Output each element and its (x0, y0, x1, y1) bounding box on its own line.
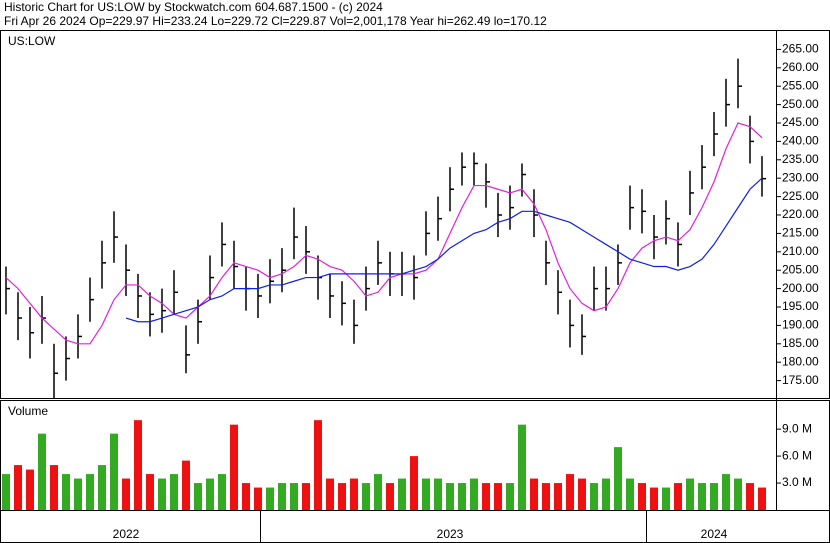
y-tick-label: 255.00 (782, 78, 819, 92)
moving-average (125, 177, 763, 323)
volume-tick-label: 3.0 M (782, 475, 812, 489)
volume-bar (734, 478, 742, 510)
volume-bar (710, 483, 718, 510)
volume-bar (614, 447, 622, 510)
y-tick-label: 235.00 (782, 152, 819, 166)
volume-bar (254, 487, 262, 510)
volume-bar (758, 487, 766, 510)
x-tick-label: 2023 (437, 527, 464, 541)
volume-bar (650, 487, 658, 510)
y-tick-label: 200.00 (782, 281, 819, 295)
volume-bar (278, 483, 286, 510)
volume-bar (242, 483, 250, 510)
volume-bar (134, 420, 142, 510)
volume-bar (326, 478, 334, 510)
y-tick-label: 265.00 (782, 42, 819, 56)
volume-bar (530, 478, 538, 510)
volume-bar (578, 478, 586, 510)
symbol-label: US:LOW (8, 34, 56, 48)
volume-bar (626, 478, 634, 510)
price-panel (0, 30, 830, 399)
volume-bar (422, 478, 430, 510)
volume-bar (86, 474, 94, 510)
volume-bar (314, 420, 322, 510)
volume-bar (662, 487, 670, 510)
volume-bar (62, 474, 70, 510)
volume-bar (362, 483, 370, 510)
volume-bar (554, 483, 562, 510)
volume-bar (194, 483, 202, 510)
volume-bar (542, 483, 550, 510)
volume-bar (290, 483, 298, 510)
volume-bar (266, 487, 274, 510)
y-tick-label: 180.00 (782, 354, 819, 368)
y-tick-label: 250.00 (782, 97, 819, 111)
volume-bar (518, 424, 526, 510)
y-tick-label: 215.00 (782, 226, 819, 240)
y-tick-label: 205.00 (782, 262, 819, 276)
y-tick-label: 245.00 (782, 115, 819, 129)
volume-bar (122, 478, 130, 510)
x-tick-label: 2022 (113, 527, 140, 541)
volume-bar (638, 483, 646, 510)
volume-bar (686, 478, 694, 510)
volume-bar (98, 465, 106, 510)
volume-bar (470, 478, 478, 510)
volume-bar (386, 483, 394, 510)
volume-bar (338, 483, 346, 510)
y-tick-label: 240.00 (782, 134, 819, 148)
volume-bar (566, 474, 574, 510)
y-tick-label: 225.00 (782, 189, 819, 203)
y-tick-label: 220.00 (782, 207, 819, 221)
volume-bar (218, 474, 226, 510)
volume-bar (506, 483, 514, 510)
volume-bar (110, 433, 118, 510)
volume-bar (50, 465, 58, 510)
x-tick-label: 2024 (701, 527, 728, 541)
volume-bar (182, 460, 190, 510)
volume-bar (158, 478, 166, 510)
volume-bar (302, 483, 310, 510)
volume-bar (170, 474, 178, 510)
y-tick-label: 190.00 (782, 318, 819, 332)
y-tick-label: 185.00 (782, 336, 819, 350)
chart-title: Historic Chart for US:LOW by Stockwatch.… (4, 0, 383, 14)
volume-bar (26, 469, 34, 510)
chart-subtitle: Fri Apr 26 2024 Op=229.97 Hi=233.24 Lo=2… (4, 14, 547, 28)
volume-bar (590, 483, 598, 510)
volume-bar (698, 483, 706, 510)
volume-bar (746, 483, 754, 510)
y-tick-label: 175.00 (782, 373, 819, 387)
volume-bar (374, 474, 382, 510)
volume-bar (230, 424, 238, 510)
volume-bar (434, 478, 442, 510)
volume-label: Volume (8, 404, 48, 418)
volume-bar (206, 478, 214, 510)
volume-bar (602, 478, 610, 510)
volume-bar (722, 474, 730, 510)
volume-tick-label: 6.0 M (782, 448, 812, 462)
volume-bar (38, 433, 46, 510)
y-tick-label: 260.00 (782, 60, 819, 74)
volume-bar (146, 474, 154, 510)
volume-bar (674, 483, 682, 510)
y-tick-label: 210.00 (782, 244, 819, 258)
y-tick-label: 230.00 (782, 170, 819, 184)
volume-bar (74, 478, 82, 510)
volume-tick-label: 9.0 M (782, 421, 812, 435)
moving-average (5, 122, 763, 345)
volume-bar (14, 465, 22, 510)
volume-bar (494, 483, 502, 510)
volume-bar (2, 474, 10, 510)
volume-bar (350, 478, 358, 510)
volume-bar (410, 456, 418, 510)
y-tick-label: 195.00 (782, 299, 819, 313)
volume-bar (398, 478, 406, 510)
volume-bar (482, 483, 490, 510)
volume-bar (446, 483, 454, 510)
volume-bar (458, 483, 466, 510)
